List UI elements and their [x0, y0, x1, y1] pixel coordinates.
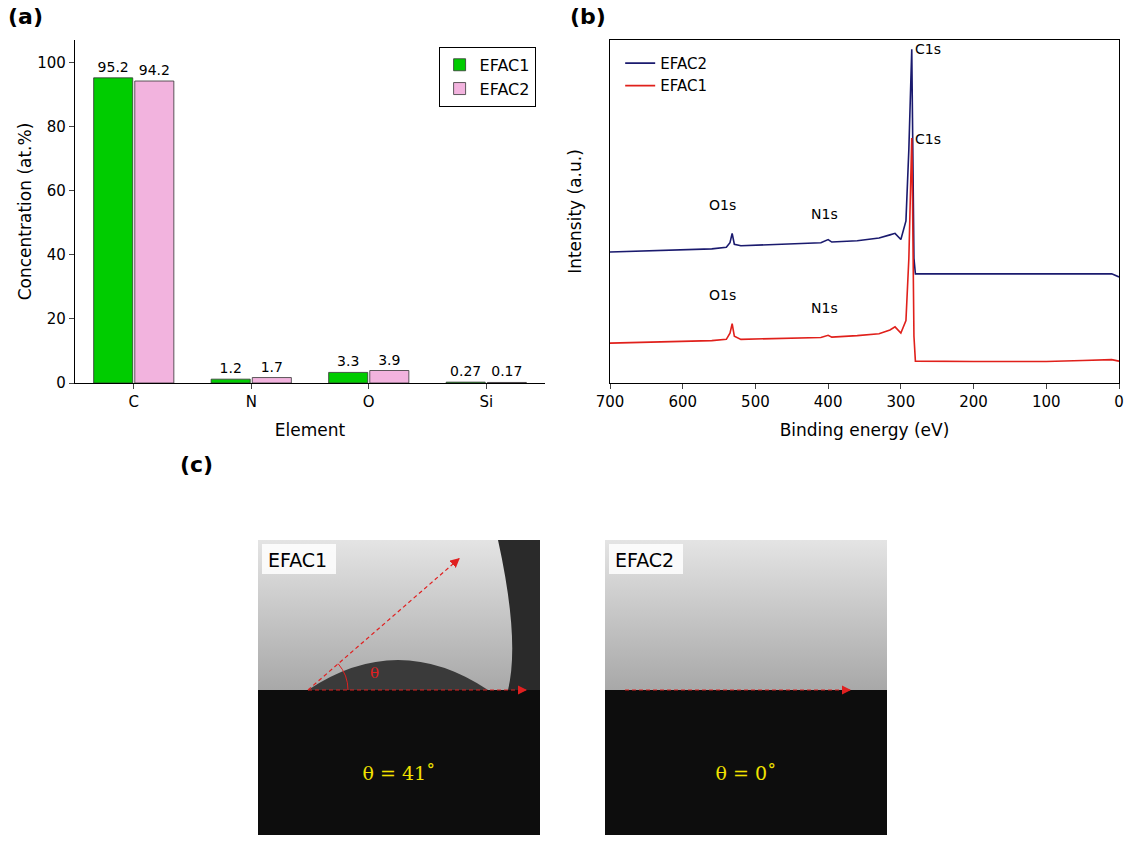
svg-text:700: 700: [596, 393, 625, 411]
svg-text:40: 40: [47, 246, 66, 264]
svg-text:95.2: 95.2: [98, 59, 129, 75]
svg-text:N1s: N1s: [811, 206, 838, 222]
svg-text:200: 200: [959, 393, 988, 411]
svg-text:20: 20: [47, 310, 66, 328]
svg-text:100: 100: [37, 54, 66, 72]
svg-text:1.7: 1.7: [261, 359, 283, 375]
svg-text:94.2: 94.2: [139, 62, 170, 78]
svg-text:θ = 0˚: θ = 0˚: [715, 762, 776, 784]
svg-text:Element: Element: [275, 420, 346, 440]
svg-text:400: 400: [814, 393, 843, 411]
svg-text:300: 300: [887, 393, 916, 411]
svg-text:3.9: 3.9: [378, 352, 400, 368]
svg-text:Binding energy (eV): Binding energy (eV): [780, 420, 950, 440]
svg-text:N: N: [246, 393, 257, 411]
svg-text:1.2: 1.2: [220, 360, 242, 376]
svg-text:EFAC2: EFAC2: [615, 549, 674, 571]
svg-text:Intensity (a.u.): Intensity (a.u.): [565, 149, 585, 274]
svg-text:θ = 41˚: θ = 41˚: [362, 762, 435, 784]
html-text:(b): (b): [570, 4, 606, 29]
svg-text:(c): (c): [180, 452, 213, 477]
svg-text:80: 80: [47, 118, 66, 136]
svg-text:0: 0: [56, 374, 66, 392]
svg-text:Concentration (at.%): Concentration (at.%): [15, 123, 35, 301]
svg-text:O1s: O1s: [709, 287, 736, 303]
svg-text:N1s: N1s: [811, 300, 838, 316]
svg-text:EFAC2: EFAC2: [660, 55, 707, 73]
svg-text:O: O: [363, 393, 375, 411]
svg-text:0.27: 0.27: [450, 363, 481, 379]
svg-text:60: 60: [47, 182, 66, 200]
svg-text:0.17: 0.17: [491, 363, 522, 379]
svg-text:500: 500: [741, 393, 770, 411]
svg-text:Si: Si: [479, 393, 493, 411]
svg-text:EFAC2: EFAC2: [480, 80, 530, 99]
svg-text:600: 600: [668, 393, 697, 411]
svg-text:100: 100: [1032, 393, 1061, 411]
svg-text:C1s: C1s: [915, 41, 941, 57]
svg-text:EFAC1: EFAC1: [660, 77, 707, 95]
svg-text:EFAC1: EFAC1: [268, 549, 327, 571]
svg-text:C: C: [129, 393, 139, 411]
svg-text:O1s: O1s: [709, 197, 736, 213]
svg-text:EFAC1: EFAC1: [480, 56, 530, 75]
html-text:(a): (a): [8, 4, 43, 29]
svg-text:θ: θ: [370, 664, 379, 682]
svg-text:C1s: C1s: [915, 131, 941, 147]
svg-text:0: 0: [1114, 393, 1124, 411]
svg-text:3.3: 3.3: [337, 353, 359, 369]
